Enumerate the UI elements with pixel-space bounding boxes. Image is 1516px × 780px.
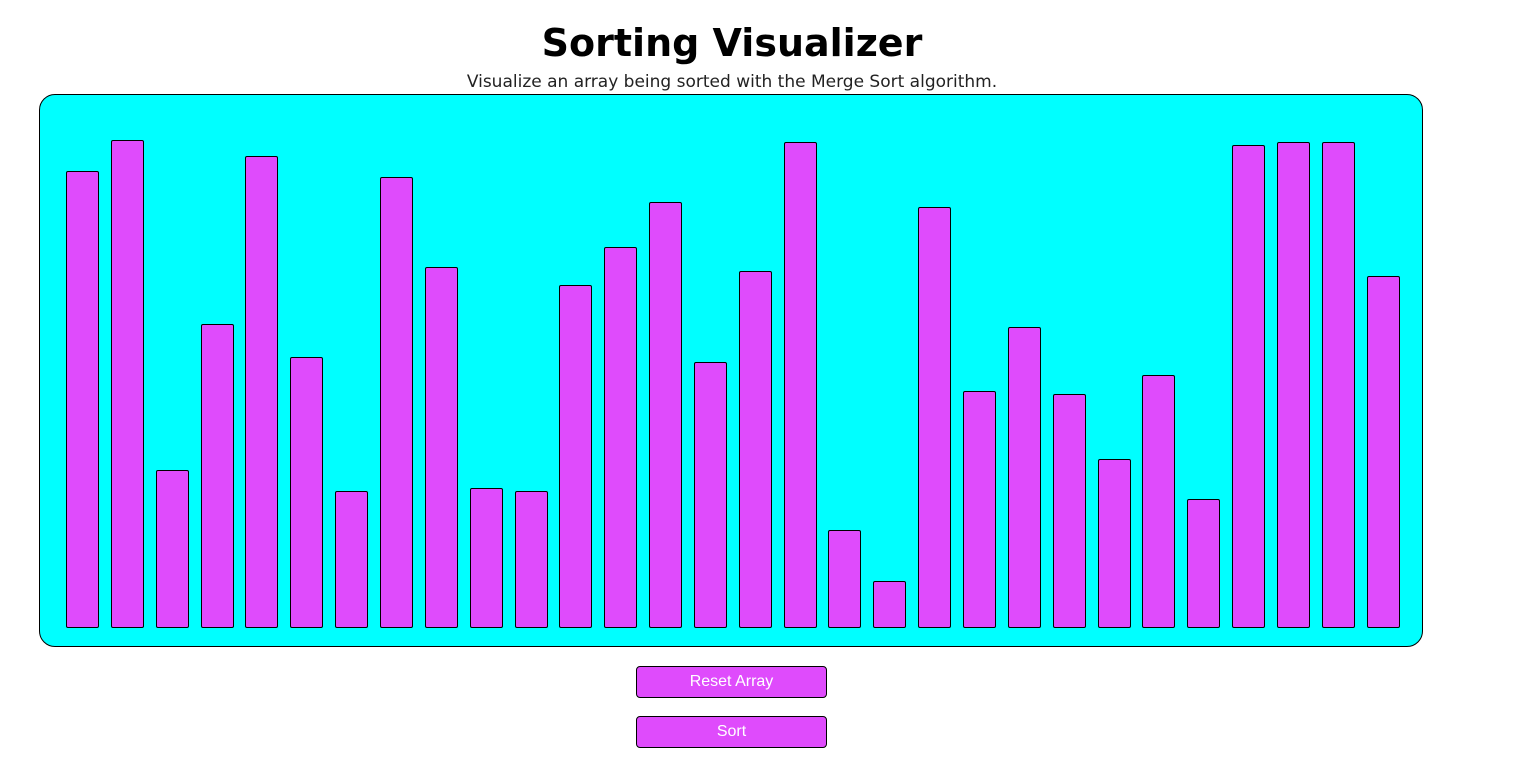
array-bar [1322, 142, 1355, 628]
array-bar [1187, 499, 1220, 628]
array-bar [290, 357, 323, 628]
array-bar-panel [39, 94, 1423, 647]
array-bar [66, 171, 99, 628]
array-bar [963, 391, 996, 628]
array-bar [873, 581, 906, 628]
page-title: Sorting Visualizer [541, 21, 923, 65]
array-bar [1142, 375, 1175, 628]
array-bar [739, 271, 772, 628]
array-bar [335, 491, 368, 628]
array-bar [470, 488, 503, 628]
array-bar [380, 177, 413, 628]
page-subtitle: Visualize an array being sorted with the… [466, 72, 998, 92]
array-bar [649, 202, 682, 628]
array-bar [1053, 394, 1086, 628]
array-bar [111, 140, 144, 628]
array-bar [156, 470, 189, 628]
array-bar [828, 530, 861, 628]
array-bar [515, 491, 548, 628]
reset-array-button[interactable]: Reset Array [636, 666, 827, 698]
array-bar [1098, 459, 1131, 628]
array-bar [425, 267, 458, 628]
array-bar [694, 362, 727, 628]
array-bar [201, 324, 234, 628]
array-bar [918, 207, 951, 628]
array-bar [604, 247, 637, 628]
array-bar [245, 156, 278, 628]
array-bar [1008, 327, 1041, 628]
array-bar [1367, 276, 1400, 628]
array-bar [559, 285, 592, 628]
array-bar [1232, 145, 1265, 628]
array-bar [784, 142, 817, 628]
array-bar [1277, 142, 1310, 628]
sort-button[interactable]: Sort [636, 716, 827, 748]
